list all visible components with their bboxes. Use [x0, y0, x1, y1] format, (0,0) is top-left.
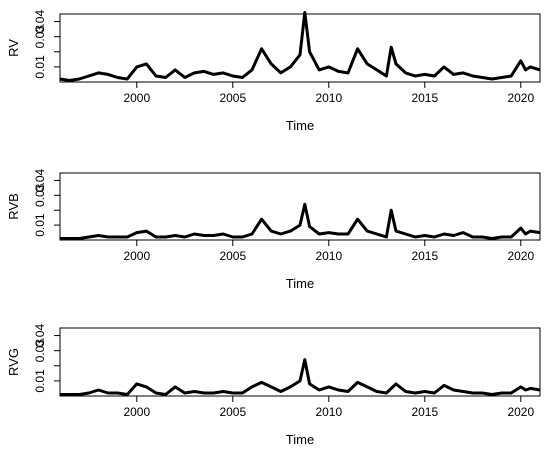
plot-frame: [59, 13, 541, 83]
x-axis: 2000 2005 2010 2015 2020: [123, 82, 534, 105]
x-tick-label: 2010: [315, 405, 342, 419]
y-tick-label: 0.03: [33, 25, 47, 49]
x-tick-label: 2020: [507, 91, 534, 105]
x-tick-label: 2010: [315, 249, 342, 263]
x-tick-label: 2020: [507, 405, 534, 419]
y-tick-label: 0.01: [33, 369, 47, 393]
panel-rvg: 2000 2005 2010 2015 2020 0.01 0.030.04 RVG Time: [6, 324, 541, 447]
x-axis: 2000 2005 2010 2015 2020: [123, 240, 534, 263]
x-tick-label: 2015: [411, 405, 438, 419]
x-tick-label: 2000: [123, 249, 150, 263]
x-tick-label: 2005: [219, 405, 246, 419]
x-tick-label: 2005: [219, 249, 246, 263]
x-tick-label: 2005: [219, 91, 246, 105]
y-tick-label: 0.01: [33, 55, 47, 79]
x-tick-label: 2015: [411, 249, 438, 263]
panel-rv: 2000 2005 2010 2015 2020 0.01 0.030.04 RV Time: [6, 10, 541, 133]
x-axis-title: Time: [286, 276, 314, 291]
y-tick-label: 0.01: [33, 213, 47, 237]
y-tick-label: 0.04: [33, 168, 47, 192]
y-axis: 0.01 0.030.04: [33, 10, 60, 79]
y-tick-label: 0.04: [33, 10, 47, 34]
series-line-0: [60, 358, 541, 396]
x-axis: 2000 2005 2010 2015 2020: [123, 396, 534, 419]
x-tick-label: 2010: [315, 91, 342, 105]
plot-frame: [59, 172, 541, 241]
panel-rvb: 2000 2005 2010 2015 2020 0.01 0.030.04 RVB Time: [6, 168, 541, 291]
x-axis-title: Time: [286, 432, 314, 447]
y-tick-label: 0.04: [33, 324, 47, 348]
y-axis-title: RVG: [6, 348, 21, 376]
y-tick-label: 0.03: [33, 183, 47, 207]
y-tick-label: 0.03: [33, 339, 47, 363]
x-tick-label: 2015: [411, 91, 438, 105]
x-axis-title: Time: [286, 118, 314, 133]
x-tick-label: 2000: [123, 91, 150, 105]
y-axis: 0.01 0.030.04: [33, 168, 60, 237]
series-line-0: [59, 11, 541, 82]
x-tick-label: 2020: [507, 249, 534, 263]
series-line-0: [60, 202, 541, 240]
y-axis-title: RVB: [6, 193, 21, 220]
x-tick-label: 2000: [123, 405, 150, 419]
y-axis: 0.01 0.030.04: [33, 324, 60, 393]
plot-frame: [59, 327, 541, 397]
y-axis-title: RV: [6, 39, 21, 57]
